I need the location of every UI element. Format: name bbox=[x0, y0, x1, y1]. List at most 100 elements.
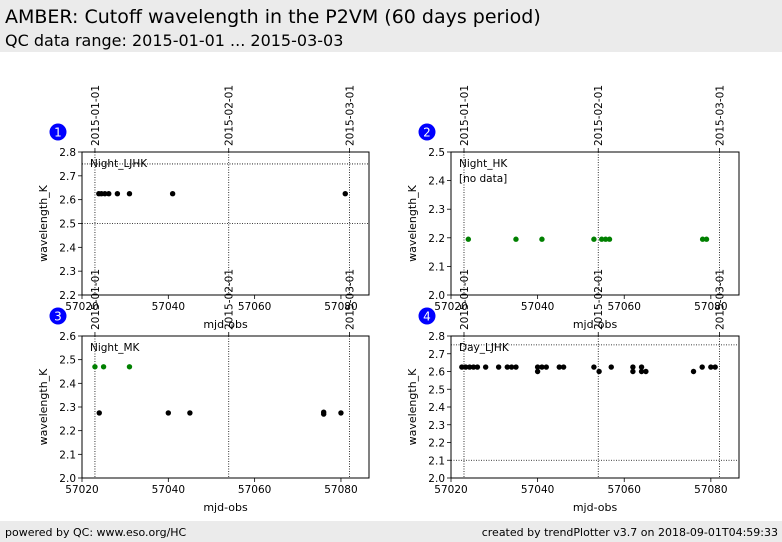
y-tick-label: 2.4 bbox=[428, 402, 445, 414]
x-tick-label: 57020 bbox=[434, 301, 467, 313]
y-tick-label: 2.5 bbox=[59, 219, 76, 231]
panel-badge bbox=[418, 307, 436, 325]
y-tick-label: 2.3 bbox=[59, 402, 76, 414]
data-point bbox=[338, 410, 344, 416]
y-tick-label: 2.1 bbox=[59, 449, 76, 461]
data-point bbox=[543, 364, 549, 370]
panel-badge-number: 1 bbox=[54, 126, 62, 140]
y-tick-label: 2.0 bbox=[428, 473, 445, 485]
data-point bbox=[712, 364, 718, 370]
y-tick-label: 2.5 bbox=[59, 355, 76, 367]
x-tick-label: 57040 bbox=[521, 301, 554, 313]
y-tick-label: 2.5 bbox=[428, 147, 445, 159]
data-point bbox=[92, 364, 98, 370]
data-point bbox=[466, 364, 473, 370]
x-tick-label: 57060 bbox=[608, 484, 641, 496]
y-tick-label: 2.2 bbox=[59, 426, 76, 438]
x-tick-label: 57060 bbox=[238, 301, 271, 313]
data-point bbox=[100, 364, 107, 370]
x-axis-label: mjd-obs bbox=[203, 318, 248, 331]
data-point bbox=[126, 364, 133, 370]
date-marker-label: 2015-03-01 bbox=[345, 269, 357, 330]
panel-badge-number: 3 bbox=[54, 310, 62, 324]
chart-panel-1: 2015-01-01 2015-02-01 2015-03-01 57020 57040… bbox=[37, 85, 370, 331]
y-tick-label: 2.1 bbox=[428, 455, 445, 467]
data-point bbox=[630, 364, 636, 370]
date-marker-label: 2015-01-01 bbox=[90, 85, 102, 146]
chart-panel-2: 2015-01-01 2015-02-01 2015-03-01 57020 57040… bbox=[406, 85, 740, 331]
data-point bbox=[534, 368, 541, 375]
data-point bbox=[320, 409, 327, 415]
panel-note: [no data] bbox=[459, 173, 507, 185]
data-point bbox=[643, 368, 649, 375]
axes-frame bbox=[450, 151, 740, 296]
panel-badge-number: 4 bbox=[423, 310, 431, 324]
y-tick-label: 2.6 bbox=[428, 367, 445, 379]
data-point bbox=[513, 364, 519, 370]
y-tick-label: 2.1 bbox=[428, 261, 445, 273]
data-point bbox=[470, 364, 477, 370]
data-point bbox=[459, 364, 465, 370]
panel-badge bbox=[49, 307, 67, 325]
data-point bbox=[165, 410, 172, 416]
x-tick-label: 57040 bbox=[152, 484, 185, 496]
x-tick-label: 57020 bbox=[434, 484, 467, 496]
data-point bbox=[560, 364, 567, 370]
x-tick-label: 57080 bbox=[324, 484, 357, 496]
data-point bbox=[342, 191, 348, 197]
chart-panel-3: 2015-01-01 2015-02-01 2015-03-01 57020 57040… bbox=[37, 269, 370, 514]
date-marker-label: 2015-01-01 bbox=[459, 85, 471, 146]
y-axis-label: wavelength_K bbox=[406, 184, 419, 262]
panel-label: Night_MK bbox=[90, 342, 141, 354]
date-marker-label: 2015-01-01 bbox=[459, 269, 471, 330]
data-point bbox=[596, 368, 602, 375]
y-tick-label: 2.8 bbox=[428, 331, 445, 343]
data-point bbox=[187, 410, 193, 416]
y-tick-label: 2.0 bbox=[59, 473, 76, 485]
x-tick-label: 57020 bbox=[65, 301, 98, 313]
page-subtitle: QC data range: 2015-01-01 ... 2015-03-03 bbox=[5, 31, 344, 50]
y-tick-label: 2.2 bbox=[428, 438, 445, 450]
y-tick-label: 2.6 bbox=[59, 331, 76, 343]
data-point bbox=[690, 368, 697, 375]
x-tick-label: 57040 bbox=[152, 301, 185, 313]
panel-badge-number: 2 bbox=[423, 126, 431, 140]
x-axis-label: mjd-obs bbox=[573, 318, 618, 331]
y-tick-label: 2.7 bbox=[59, 171, 76, 183]
data-point bbox=[96, 410, 102, 416]
data-point bbox=[599, 236, 605, 242]
data-point bbox=[102, 191, 108, 197]
data-point bbox=[699, 236, 706, 242]
date-marker-label: 2015-03-01 bbox=[345, 85, 357, 146]
panel-label: Day_LJHK bbox=[459, 342, 510, 354]
data-point bbox=[708, 364, 714, 370]
data-point bbox=[114, 191, 121, 197]
data-point bbox=[703, 236, 710, 242]
data-point bbox=[630, 368, 636, 375]
y-tick-label: 2.8 bbox=[59, 147, 76, 159]
date-marker-label: 2015-02-01 bbox=[593, 269, 605, 330]
chart-panel-4: 2015-01-01 2015-02-01 2015-03-01 57020 57040… bbox=[406, 269, 740, 514]
panel-label: Night_HK bbox=[459, 158, 508, 170]
date-marker-label: 2015-03-01 bbox=[715, 269, 727, 330]
data-point bbox=[591, 236, 597, 242]
y-tick-label: 2.3 bbox=[428, 204, 445, 216]
axes-frame bbox=[81, 335, 370, 479]
y-tick-label: 2.3 bbox=[59, 266, 76, 278]
y-tick-label: 2.2 bbox=[428, 233, 445, 245]
x-axis-label: mjd-obs bbox=[203, 501, 248, 514]
data-point bbox=[638, 364, 645, 370]
footer-credit: powered by QC: www.eso.org/HC bbox=[5, 526, 187, 539]
data-point bbox=[591, 364, 597, 370]
data-point bbox=[508, 364, 515, 370]
report-footer: powered by QC: www.eso.org/HC created by… bbox=[0, 521, 782, 542]
date-marker-label: 2015-01-01 bbox=[90, 269, 102, 330]
x-tick-label: 57020 bbox=[65, 484, 98, 496]
data-point bbox=[602, 236, 609, 242]
data-point bbox=[465, 236, 472, 242]
y-tick-label: 2.4 bbox=[428, 176, 445, 188]
data-point bbox=[606, 236, 613, 242]
data-point bbox=[608, 364, 614, 370]
x-axis-label: mjd-obs bbox=[573, 501, 618, 514]
